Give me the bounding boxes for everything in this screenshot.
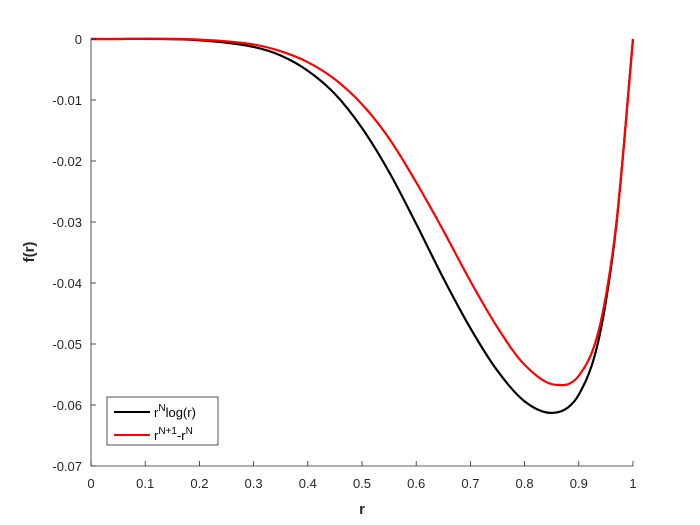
x-tick-label: 0.3 (245, 476, 263, 491)
series-line-2 (90, 37, 635, 387)
x-tick-label: 0.5 (353, 476, 371, 491)
y-tick-label: -0.02 (52, 154, 82, 169)
y-axis-label: f(r) (21, 242, 38, 263)
legend-label-1-sup: N (158, 403, 165, 414)
x-tick-label: 0 (87, 476, 94, 491)
tick-layer: 0 0.1 0.2 0.3 0.4 0.5 0.6 0.7 0.8 0.9 1 0 -0.01 -0.02… (52, 32, 636, 491)
legend-label-2-sup2: N (186, 426, 193, 437)
plot-area (91, 39, 633, 466)
legend-box (106, 396, 219, 446)
y-tick-label: -0.05 (52, 337, 82, 352)
x-tick-label: 0.1 (136, 476, 154, 491)
y-tick-label: -0.06 (52, 398, 82, 413)
legend-label-2-sup: N+1 (158, 426, 177, 437)
x-tick-label: 0.8 (516, 476, 534, 491)
x-tick-label: 0.9 (570, 476, 588, 491)
legend-label-1-rest: log(r) (166, 405, 196, 420)
x-tick-label: 0.4 (299, 476, 317, 491)
y-tick-label: -0.01 (52, 93, 82, 108)
x-tick-label: 0.2 (190, 476, 208, 491)
legend-label-2-base: r (154, 428, 159, 443)
legend: rNlog(r) rN+1-rN (106, 396, 219, 446)
legend-label-2: rN+1-rN (154, 426, 193, 443)
legend-label-1-base: r (154, 405, 159, 420)
y-tick-label: 0 (75, 32, 82, 47)
y-tick-label: -0.04 (52, 276, 82, 291)
x-tick-label: 0.7 (461, 476, 479, 491)
x-tick-label: 0.6 (407, 476, 425, 491)
x-tick-label: 1 (629, 476, 636, 491)
series-line-1 (90, 37, 635, 415)
series-layer (90, 37, 635, 415)
x-axis-label: r (359, 501, 365, 518)
legend-label-1: rNlog(r) (154, 403, 196, 420)
legend-label-2-mid: -r (177, 428, 186, 443)
y-tick-label: -0.07 (52, 459, 82, 474)
y-tick-label: -0.03 (52, 215, 82, 230)
